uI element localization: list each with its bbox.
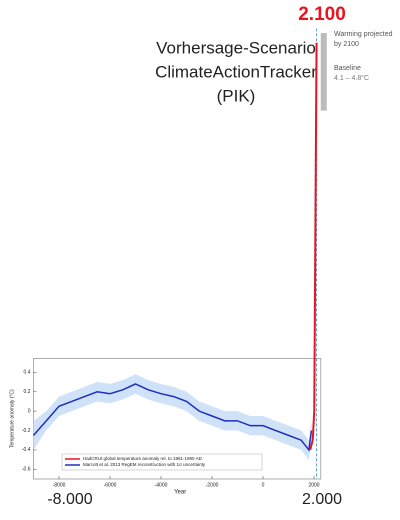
y-tick-label: -0.4 (22, 447, 31, 453)
annotation: Warming projected (334, 31, 393, 38)
title-line: ClimateActionTracker (155, 62, 317, 81)
x-tick-label: -2000 (206, 482, 219, 488)
annotation: 4.1 – 4.8°C (334, 74, 369, 82)
series-line (309, 42, 318, 451)
uncertainty-band (33, 374, 312, 460)
series-line (32, 383, 313, 452)
top-label: 2.100 (298, 4, 346, 25)
annotation: by 2100 (334, 41, 359, 48)
x-tick-label: -6000 (104, 482, 117, 488)
bottom-label: -8.000 (47, 491, 92, 508)
bottom-label: 2.000 (302, 491, 342, 508)
y-tick-label: 0.4 (24, 370, 31, 376)
y-tick-label: -0.6 (22, 467, 31, 473)
y-tick-label: 0.2 (24, 389, 31, 395)
y-tick-label: -0.2 (22, 428, 31, 434)
projection-range (320, 33, 327, 111)
legend-label: HadCRUt global temperature anomaly rel. … (83, 456, 203, 461)
plot-frame (33, 357, 322, 480)
y-tick-label: 0 (28, 408, 31, 414)
x-tick-label: 0 (262, 482, 265, 488)
y-axis-label: Temperature anomaly (°C) (9, 389, 15, 448)
annotation: Baseline (334, 65, 361, 72)
x-tick-label: -8000 (53, 482, 66, 488)
title-line: (PIK) (217, 86, 256, 105)
x-tick-label: 2000 (308, 482, 319, 488)
title-line: Vorhersage-Scenario (156, 38, 316, 57)
x-axis-label: Year (174, 490, 186, 496)
x-tick-label: -4000 (155, 482, 168, 488)
legend-label: Marcott et al. 2013 RegEM reconstruction… (83, 462, 206, 467)
legend-box (61, 453, 263, 471)
